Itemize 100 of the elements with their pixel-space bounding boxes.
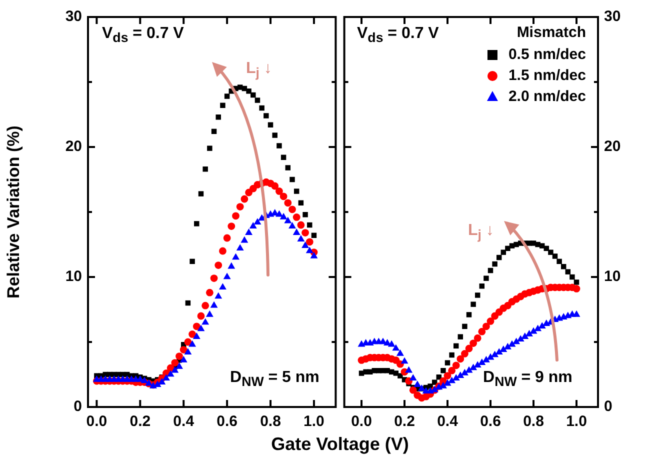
- point: [223, 234, 231, 242]
- point: [456, 372, 464, 378]
- annotation: D$_{NW}$ = 9 nm: [483, 369, 572, 390]
- point: [236, 203, 244, 210]
- point: [171, 359, 179, 366]
- point: [292, 228, 300, 235]
- point: [302, 242, 310, 248]
- point: [158, 378, 166, 384]
- point: [409, 374, 417, 381]
- point: [272, 132, 278, 138]
- point: [440, 368, 446, 374]
- x-tick-label: 0.2: [394, 413, 415, 430]
- point: [452, 374, 460, 381]
- point: [297, 221, 305, 229]
- point: [500, 346, 508, 352]
- point: [207, 146, 212, 151]
- point: [162, 374, 170, 381]
- y2-tick-label: 30: [604, 8, 621, 26]
- point: [572, 285, 580, 292]
- point: [180, 356, 188, 362]
- point: [448, 366, 456, 374]
- point: [500, 250, 506, 255]
- annotation: V$_{ds}$ = 0.7 V: [357, 25, 439, 46]
- point: [297, 235, 305, 242]
- point: [166, 370, 174, 377]
- point: [388, 340, 396, 347]
- point: [458, 334, 464, 340]
- point: [268, 122, 274, 128]
- point: [574, 280, 580, 285]
- y-axis-title: Relative Variation (%): [4, 126, 23, 298]
- point: [198, 191, 204, 196]
- annotation: L$_{j}$ ↓: [246, 60, 272, 80]
- point: [192, 332, 200, 339]
- point: [250, 92, 256, 98]
- point: [284, 199, 292, 207]
- point: [470, 364, 478, 370]
- point: [504, 342, 512, 350]
- y-tick-label: 20: [65, 138, 82, 156]
- point: [236, 244, 244, 251]
- legend-title: Mismatch: [516, 24, 586, 42]
- point: [306, 238, 314, 246]
- point: [461, 350, 468, 358]
- point: [432, 380, 438, 385]
- point: [214, 292, 222, 299]
- point: [240, 236, 248, 243]
- point: [202, 302, 210, 310]
- point: [570, 274, 575, 280]
- point: [280, 212, 288, 220]
- point: [210, 301, 218, 308]
- point: [188, 340, 196, 347]
- y2-tick-label: 0: [604, 398, 612, 416]
- point: [486, 353, 494, 360]
- point: [271, 182, 279, 190]
- point: [466, 312, 472, 318]
- point: [246, 88, 252, 94]
- point: [495, 348, 503, 355]
- point: [180, 346, 188, 354]
- point: [465, 366, 473, 373]
- y2-tick-label: 20: [604, 138, 621, 156]
- point: [171, 366, 179, 373]
- point: [539, 243, 545, 248]
- point: [530, 327, 538, 334]
- point: [460, 368, 468, 376]
- point: [452, 362, 460, 370]
- annotation: D$_{NW}$ = 5 nm: [230, 369, 320, 390]
- point: [298, 200, 304, 206]
- point: [280, 192, 288, 200]
- point: [176, 352, 183, 360]
- point: [288, 206, 296, 214]
- point: [275, 210, 283, 217]
- point: [290, 176, 295, 182]
- point: [264, 113, 269, 118]
- annotation: V$_{ds}$ = 0.7 V: [102, 25, 184, 46]
- point: [572, 310, 580, 317]
- x-tick-label: 0.8: [260, 413, 281, 430]
- point: [449, 352, 454, 358]
- point: [219, 247, 226, 255]
- point: [392, 344, 400, 351]
- point: [456, 355, 464, 363]
- x-tick-label: 0.2: [130, 413, 151, 430]
- point: [482, 322, 490, 330]
- point: [538, 322, 546, 329]
- point: [216, 114, 221, 120]
- x-axis-title: Gate Voltage (V): [270, 434, 410, 455]
- point: [288, 222, 296, 228]
- point: [218, 283, 226, 290]
- point: [396, 349, 404, 356]
- point: [210, 274, 218, 282]
- point: [405, 366, 413, 373]
- point: [188, 330, 196, 338]
- point: [194, 221, 200, 226]
- point: [474, 334, 482, 342]
- x-tick-label: 0.0: [86, 413, 108, 430]
- point: [254, 218, 262, 225]
- legend-label: 0.5 nm/dec: [508, 46, 586, 64]
- point: [496, 254, 502, 260]
- point: [232, 212, 240, 220]
- y-tick-label: 30: [65, 8, 82, 26]
- point: [202, 318, 210, 325]
- point: [223, 272, 231, 280]
